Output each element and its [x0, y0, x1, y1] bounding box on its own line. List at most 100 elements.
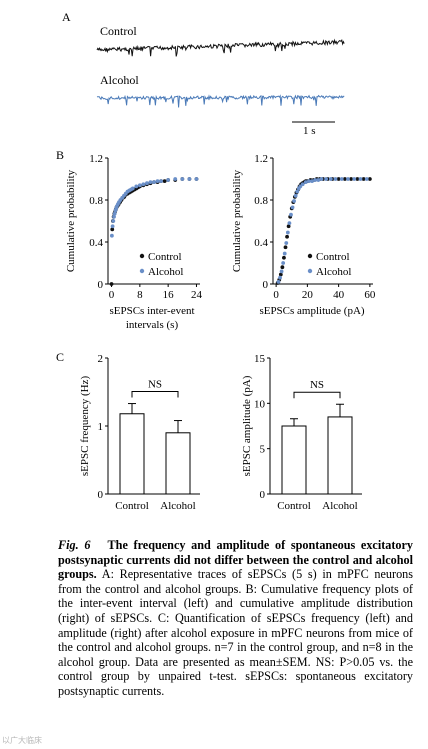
- caption-title: The frequency and amplitude of spontaneo…: [58, 538, 414, 582]
- y-tick-label: 15: [254, 353, 266, 365]
- panel-label-a: A: [62, 10, 71, 24]
- data-point: [316, 178, 321, 182]
- data-point: [276, 280, 281, 284]
- x-axis-label: intervals (s): [126, 319, 179, 331]
- data-point: [303, 180, 308, 185]
- x-tick-label: 0: [109, 289, 115, 301]
- data-point: [367, 177, 372, 181]
- legend-marker: [139, 268, 145, 274]
- data-point: [355, 177, 360, 181]
- data-point: [342, 177, 347, 181]
- data-point: [324, 177, 329, 181]
- data-point: [187, 177, 192, 181]
- x-tick-label: 24: [191, 289, 203, 301]
- y-axis-label: sEPSC amplitude (pA): [241, 375, 253, 476]
- significance-label: NS: [148, 379, 162, 391]
- data-point: [152, 180, 156, 185]
- data-point: [166, 178, 171, 182]
- legend-label: Control: [316, 251, 350, 263]
- legend-marker: [307, 253, 313, 259]
- significance-bracket: [293, 391, 341, 399]
- figure-number: Fig. 6: [58, 538, 91, 552]
- x-tick-label: 8: [137, 289, 143, 301]
- data-point: [173, 177, 178, 181]
- y-tick-label: 1: [98, 421, 104, 433]
- category-label: Control: [277, 500, 311, 512]
- data-point: [287, 221, 292, 225]
- data-point: [155, 179, 160, 183]
- data-point: [281, 261, 286, 265]
- cdf-amplitude-chart: 0 0.4 0.8 1.2 0 20 40 60 Cumulative probability s…: [231, 153, 376, 317]
- y-tick-label: 0.8: [254, 195, 268, 207]
- y-tick-label: 0: [260, 489, 266, 501]
- data-point: [319, 177, 324, 181]
- trace-label-alcohol: Alcohol: [100, 73, 139, 87]
- y-axis-label: Cumulative probability: [231, 169, 243, 272]
- y-tick-label: 1.2: [254, 153, 268, 165]
- data-point: [300, 182, 305, 187]
- data-point: [159, 179, 163, 183]
- x-tick-label: 40: [333, 289, 345, 301]
- legend-label: Control: [148, 251, 182, 263]
- bar: [165, 432, 191, 495]
- y-tick-label: 1.2: [89, 153, 103, 165]
- category-label: Control: [115, 500, 149, 512]
- x-tick-label: 20: [302, 289, 314, 301]
- data-point: [339, 177, 344, 181]
- data-point: [279, 269, 284, 274]
- x-axis-label: sEPSCs amplitude (pA): [259, 305, 364, 317]
- data-point: [283, 245, 288, 250]
- data-point: [162, 179, 167, 183]
- data-point: [282, 251, 287, 256]
- bar: [281, 425, 307, 495]
- x-axis-label: sEPSCs inter-event: [109, 305, 194, 317]
- data-point: [137, 183, 142, 188]
- data-point: [307, 179, 311, 183]
- panel-label-b: B: [56, 148, 65, 162]
- data-point: [310, 179, 314, 183]
- data-point: [336, 177, 341, 181]
- data-point: [148, 180, 153, 185]
- x-tick-label: 0: [273, 289, 279, 301]
- trace-panel: [96, 38, 345, 123]
- significance-label: NS: [310, 379, 324, 391]
- x-tick-label: 60: [364, 289, 376, 301]
- data-point: [141, 182, 146, 187]
- alcohol-trace: [96, 94, 345, 108]
- data-point: [278, 272, 283, 277]
- data-point: [280, 265, 285, 270]
- data-point: [112, 214, 116, 219]
- y-tick-label: 0.4: [89, 237, 103, 249]
- data-point: [180, 177, 185, 181]
- data-point: [109, 233, 114, 238]
- data-point: [346, 177, 350, 181]
- data-point: [145, 181, 149, 186]
- data-point: [278, 275, 282, 280]
- y-tick-label: 2: [98, 353, 104, 365]
- y-tick-label: 0: [263, 279, 269, 291]
- legend-label: Alcohol: [148, 266, 183, 278]
- data-point: [284, 241, 289, 245]
- legend-marker: [307, 268, 313, 274]
- data-point: [292, 199, 296, 203]
- bar: [119, 413, 145, 495]
- data-point: [364, 177, 369, 181]
- data-point: [285, 234, 289, 239]
- significance-bracket: [131, 391, 179, 398]
- trace-label-control: Control: [100, 24, 137, 38]
- data-point: [313, 178, 318, 182]
- data-point: [110, 224, 115, 229]
- data-point: [290, 205, 295, 210]
- y-tick-label: 10: [254, 398, 266, 410]
- y-tick-label: 0.8: [89, 195, 103, 207]
- data-point: [110, 227, 115, 232]
- bar: [327, 416, 353, 495]
- data-point: [285, 230, 290, 235]
- category-label: Alcohol: [160, 500, 195, 512]
- panel-label-c: C: [56, 350, 65, 364]
- legend-label: Alcohol: [316, 266, 351, 278]
- y-axis-label: Cumulative probability: [65, 169, 77, 272]
- data-point: [328, 177, 333, 181]
- y-axis-label: sEPSC frequency (Hz): [79, 376, 91, 477]
